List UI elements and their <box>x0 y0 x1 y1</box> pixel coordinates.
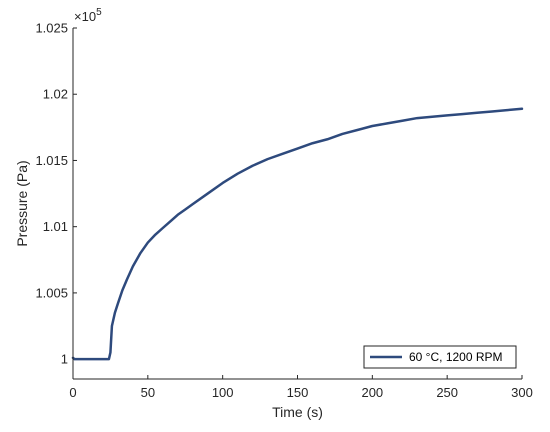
y-tick-label: 1.025 <box>35 21 68 36</box>
x-tick-label: 300 <box>511 385 533 400</box>
y-axis-label: Pressure (Pa) <box>14 160 30 246</box>
y-tick-label: 1.01 <box>43 219 68 234</box>
y-tick-label: 1.02 <box>43 87 68 102</box>
x-tick-label: 0 <box>69 385 76 400</box>
x-tick-label: 100 <box>212 385 234 400</box>
y-exponent-power: 5 <box>96 7 102 18</box>
legend-series-label: 60 °C, 1200 RPM <box>409 350 503 364</box>
legend: 60 °C, 1200 RPM <box>363 345 517 369</box>
y-tick-label: 1.005 <box>35 285 68 300</box>
x-tick-label: 250 <box>436 385 458 400</box>
axis-ticks: 0 50 100 150 200 250 300 1 1.005 1.01 1.015 1.02 1.0… <box>35 21 532 401</box>
y-exponent-label: ×105 <box>74 7 102 24</box>
data-layer <box>71 107 524 361</box>
x-tick-label: 50 <box>141 385 155 400</box>
series-line <box>71 107 524 361</box>
y-tick-label: 1.015 <box>35 153 68 168</box>
x-axis-label: Time (s) <box>272 404 323 420</box>
x-tick-label: 200 <box>361 385 383 400</box>
y-exponent-base: ×10 <box>74 9 96 24</box>
y-tick-label: 1 <box>61 352 68 367</box>
legend-box <box>363 345 517 369</box>
x-tick-label: 150 <box>287 385 309 400</box>
